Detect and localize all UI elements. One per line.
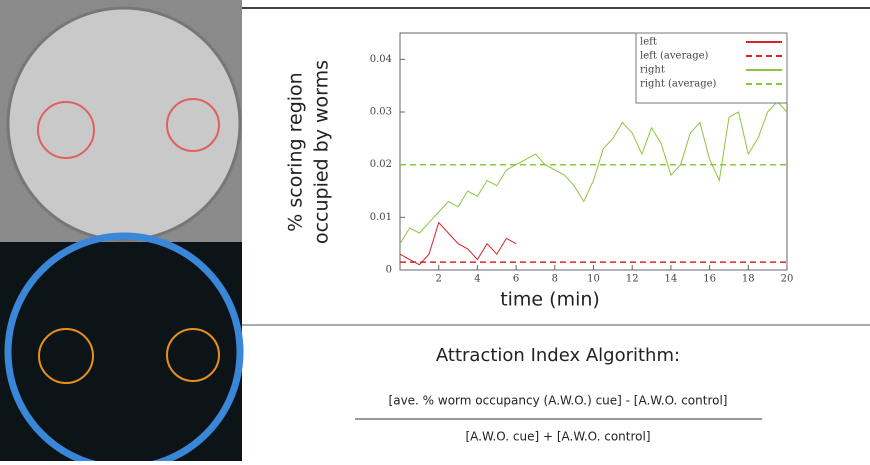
series-line bbox=[399, 100, 788, 244]
x-tick-label: 18 bbox=[742, 274, 755, 285]
x-tick-label: 20 bbox=[781, 274, 794, 285]
formula-numerator: [ave. % worm occupancy (A.W.O.) cue] - [… bbox=[389, 394, 728, 408]
legend-label: right (average) bbox=[640, 79, 717, 90]
y-tick-label: 0.01 bbox=[370, 212, 392, 223]
y-tick-label: 0.04 bbox=[370, 54, 392, 65]
scoring-region bbox=[166, 328, 220, 382]
x-tick-label: 16 bbox=[703, 274, 716, 285]
y-axis-label: % scoring region bbox=[285, 72, 307, 231]
legend-label: right bbox=[640, 65, 665, 76]
x-axis-label: time (min) bbox=[500, 289, 600, 311]
x-tick-label: 14 bbox=[665, 274, 678, 285]
x-tick-label: 6 bbox=[513, 274, 519, 285]
formula-denominator: [A.W.O. cue] + [A.W.O. control] bbox=[466, 430, 651, 444]
y-tick-label: 0 bbox=[386, 265, 392, 276]
x-tick-label: 2 bbox=[436, 274, 442, 285]
x-tick-label: 4 bbox=[474, 274, 480, 285]
x-tick-label: 8 bbox=[552, 274, 558, 285]
series-line bbox=[399, 221, 517, 266]
legend-box bbox=[635, 32, 788, 104]
scoring-region bbox=[38, 328, 94, 384]
formula-title: Attraction Index Algorithm: bbox=[436, 345, 680, 366]
y-axis-label: occupied by worms bbox=[311, 60, 333, 244]
plate bbox=[4, 232, 244, 465]
x-tick-label: 12 bbox=[626, 274, 639, 285]
legend-label: left (average) bbox=[640, 51, 709, 62]
legend-label: left bbox=[640, 37, 657, 48]
x-tick-label: 10 bbox=[587, 274, 600, 285]
y-tick-label: 0.03 bbox=[370, 107, 392, 118]
scoring-region bbox=[37, 101, 95, 159]
scoring-region bbox=[166, 98, 220, 152]
y-tick-label: 0.02 bbox=[370, 159, 392, 170]
plot: 0 0.01 0.02 0.03 0.04 2 4 6 8 10 12 14 16 18 20 left lef… bbox=[370, 32, 794, 285]
plate bbox=[6, 6, 242, 242]
